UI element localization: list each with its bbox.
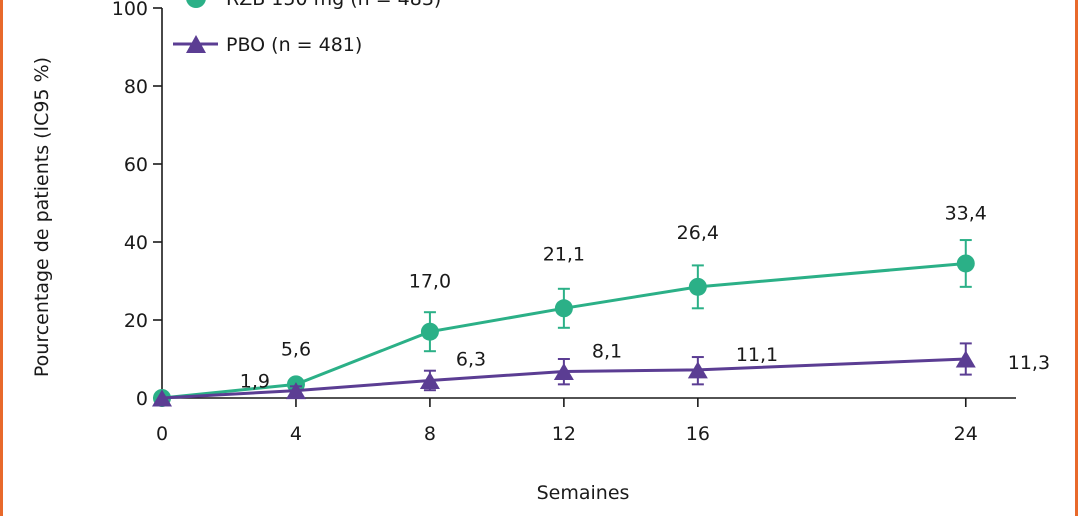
triangle-marker (955, 350, 976, 368)
triangle-marker (687, 361, 708, 379)
x-tick-label: 4 (290, 423, 302, 445)
triangle-marker (553, 362, 574, 380)
data-labels-layer: 5,6 17,0 21,1 26,4 33,4 1,9 6,3 8,1 11,1 11,3 (240, 202, 1050, 392)
data-label: 11,3 (1008, 352, 1050, 374)
series-pbo (152, 342, 976, 407)
x-tick-label: 8 (424, 423, 436, 445)
data-label: 33,4 (945, 202, 987, 224)
y-tick-label: 100 (112, 0, 148, 20)
x-axis-title: Semaines (537, 482, 630, 504)
x-tick-label: 12 (552, 423, 576, 445)
x-tick-label: 24 (954, 423, 978, 445)
series-layer (152, 239, 976, 407)
legend: RZB 150 mg (n = 483) PBO (n = 481) (173, 0, 441, 56)
triangle-marker (285, 382, 306, 400)
triangle-marker (152, 389, 172, 407)
y-tick-label: 60 (124, 154, 148, 176)
circle-marker (688, 277, 707, 296)
data-label: 21,1 (543, 243, 585, 265)
circle-marker (186, 0, 206, 8)
triangle-marker (186, 35, 206, 53)
triangle-marker (419, 371, 440, 389)
circle-marker (956, 254, 975, 273)
y-axis-title: Pourcentage de patients (IC95 %) (31, 57, 53, 377)
y-tick-label: 80 (124, 76, 148, 98)
data-label: 17,0 (409, 271, 451, 293)
data-label: 1,9 (240, 371, 270, 393)
x-tick-label: 0 (156, 423, 168, 445)
series-line (161, 357, 966, 400)
y-tick-label: 20 (124, 310, 148, 332)
legend-label: PBO (n = 481) (226, 34, 362, 56)
frame-left-border (0, 0, 3, 516)
data-label: 8,1 (592, 340, 622, 362)
y-tick-label: 0 (136, 388, 148, 410)
data-label: 5,6 (281, 338, 311, 360)
data-label: 26,4 (677, 222, 719, 244)
series-line (161, 261, 966, 400)
data-label: 11,1 (736, 344, 778, 366)
circle-marker (554, 299, 573, 318)
axes: 0 20 40 60 80 100 0 4 8 12 16 24 (112, 0, 1016, 445)
legend-item-pbo: PBO (n = 481) (173, 34, 362, 56)
legend-label: RZB 150 mg (n = 483) (226, 0, 441, 10)
y-tick-label: 40 (124, 232, 148, 254)
series-rzb (153, 239, 975, 407)
legend-item-rzb: RZB 150 mg (n = 483) (186, 0, 441, 10)
data-label: 6,3 (456, 348, 486, 370)
frame-right-border (1075, 0, 1078, 516)
x-tick-label: 16 (686, 423, 710, 445)
circle-marker (420, 322, 439, 341)
